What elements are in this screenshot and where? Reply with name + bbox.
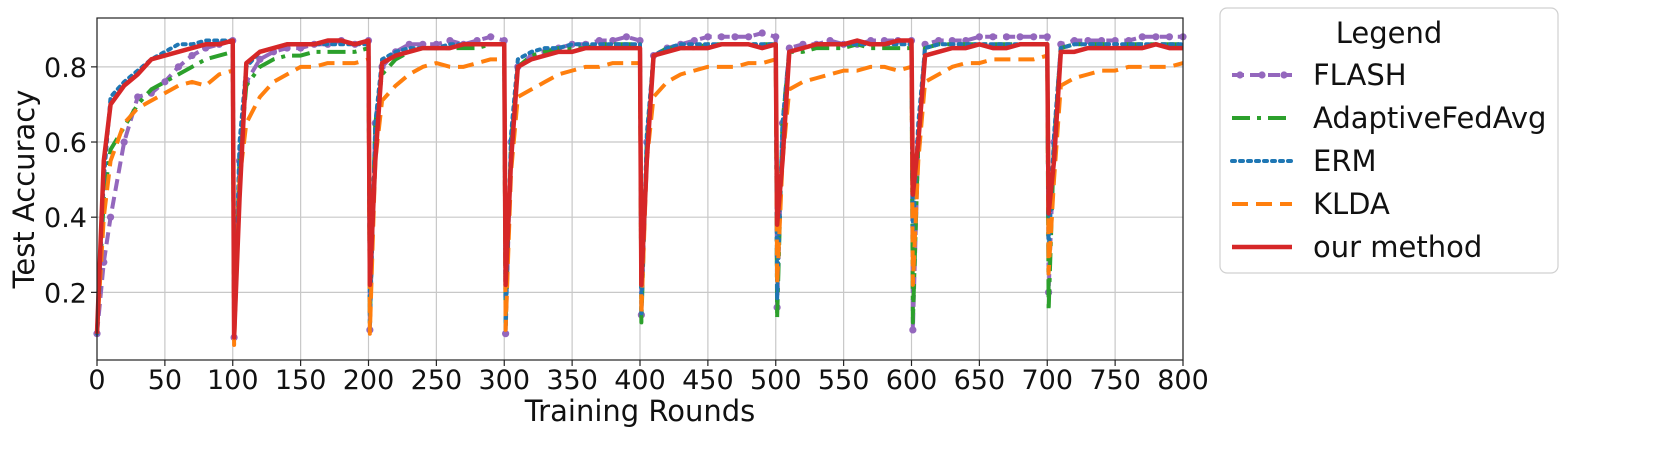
- data-point: [1002, 33, 1011, 41]
- x-tick-label: 100: [207, 365, 259, 396]
- x-tick-label: 350: [546, 365, 598, 396]
- legend-item: AdaptiveFedAvg: [1232, 101, 1546, 135]
- data-point: [989, 33, 997, 41]
- data-point: [636, 36, 644, 45]
- data-point: [975, 33, 983, 41]
- y-axis-title: Test Accuracy: [7, 90, 41, 290]
- legend: Legend FLASH AdaptiveFedAvg ERM KLDA our met…: [1219, 7, 1559, 274]
- legend-box: [1219, 7, 1559, 274]
- data-point: [772, 33, 780, 41]
- data-point: [502, 330, 510, 338]
- data-point: [188, 51, 196, 60]
- x-tick-label: 800: [1157, 365, 1209, 396]
- data-point: [161, 78, 169, 86]
- x-tick-label: 200: [343, 365, 395, 396]
- x-tick-label: 400: [614, 365, 666, 396]
- data-point: [120, 138, 128, 146]
- legend-marker: [1280, 71, 1288, 79]
- data-point: [174, 63, 183, 71]
- y-axis-ticks: 0.2 0.4 0.6 0.8: [44, 53, 97, 309]
- x-tick-label: 150: [275, 365, 327, 396]
- x-tick-label: 600: [886, 365, 938, 396]
- legend-item: our method: [1232, 230, 1482, 264]
- legend-title: Legend: [1336, 16, 1443, 50]
- data-point: [909, 326, 917, 334]
- legend-marker: [1258, 71, 1266, 79]
- y-tick-label: 0.8: [44, 53, 87, 84]
- data-point: [134, 93, 142, 101]
- data-point: [745, 33, 753, 41]
- x-tick-label: 250: [411, 365, 463, 396]
- data-point: [1152, 33, 1160, 41]
- x-axis-ticks: 0 50 100 150 200 250 300 350 400 450 500 550 600 650 7…: [88, 360, 1209, 396]
- x-tick-label: 300: [478, 365, 530, 396]
- legend-marker: [1236, 71, 1244, 79]
- legend-label: FLASH: [1313, 58, 1407, 92]
- legend-label: AdaptiveFedAvg: [1313, 101, 1546, 135]
- x-tick-label: 750: [1089, 365, 1141, 396]
- legend-item: ERM: [1230, 144, 1377, 178]
- data-point: [622, 33, 631, 41]
- y-tick-label: 0.6: [44, 128, 87, 159]
- data-point: [1043, 33, 1051, 41]
- data-point: [1165, 33, 1174, 41]
- series-line: [94, 38, 1183, 340]
- legend-label: KLDA: [1313, 187, 1390, 221]
- data-point: [1138, 33, 1146, 41]
- data-point: [758, 29, 766, 37]
- data-point: [487, 33, 495, 41]
- data-point: [1016, 33, 1024, 41]
- data-point: [935, 36, 943, 45]
- x-tick-label: 650: [954, 365, 1006, 396]
- data-point: [106, 213, 115, 221]
- data-point: [1030, 33, 1038, 41]
- x-tick-label: 550: [818, 365, 870, 396]
- legend-item: FLASH: [1232, 58, 1407, 92]
- data-point: [704, 33, 712, 41]
- x-tick-label: 0: [88, 365, 105, 396]
- y-tick-label: 0.2: [44, 278, 87, 309]
- data-point: [690, 36, 698, 45]
- legend-label: our method: [1313, 230, 1482, 264]
- legend-item: KLDA: [1232, 187, 1390, 221]
- legend-label: ERM: [1313, 144, 1377, 178]
- x-tick-label: 500: [750, 365, 802, 396]
- data-point: [731, 33, 739, 41]
- data-point: [717, 33, 726, 41]
- y-tick-label: 0.4: [44, 203, 87, 234]
- x-tick-label: 450: [682, 365, 734, 396]
- x-axis-title: Training Rounds: [524, 394, 756, 428]
- x-tick-label: 50: [148, 365, 182, 396]
- legend-items: FLASH AdaptiveFedAvg ERM KLDA our method: [1230, 58, 1546, 264]
- x-tick-label: 700: [1021, 365, 1073, 396]
- series-our-method: [94, 38, 1183, 340]
- series-layer: [93, 29, 1187, 347]
- data-point: [256, 55, 264, 63]
